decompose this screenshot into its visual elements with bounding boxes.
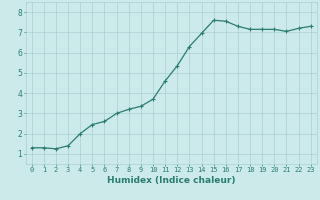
- X-axis label: Humidex (Indice chaleur): Humidex (Indice chaleur): [107, 176, 236, 185]
